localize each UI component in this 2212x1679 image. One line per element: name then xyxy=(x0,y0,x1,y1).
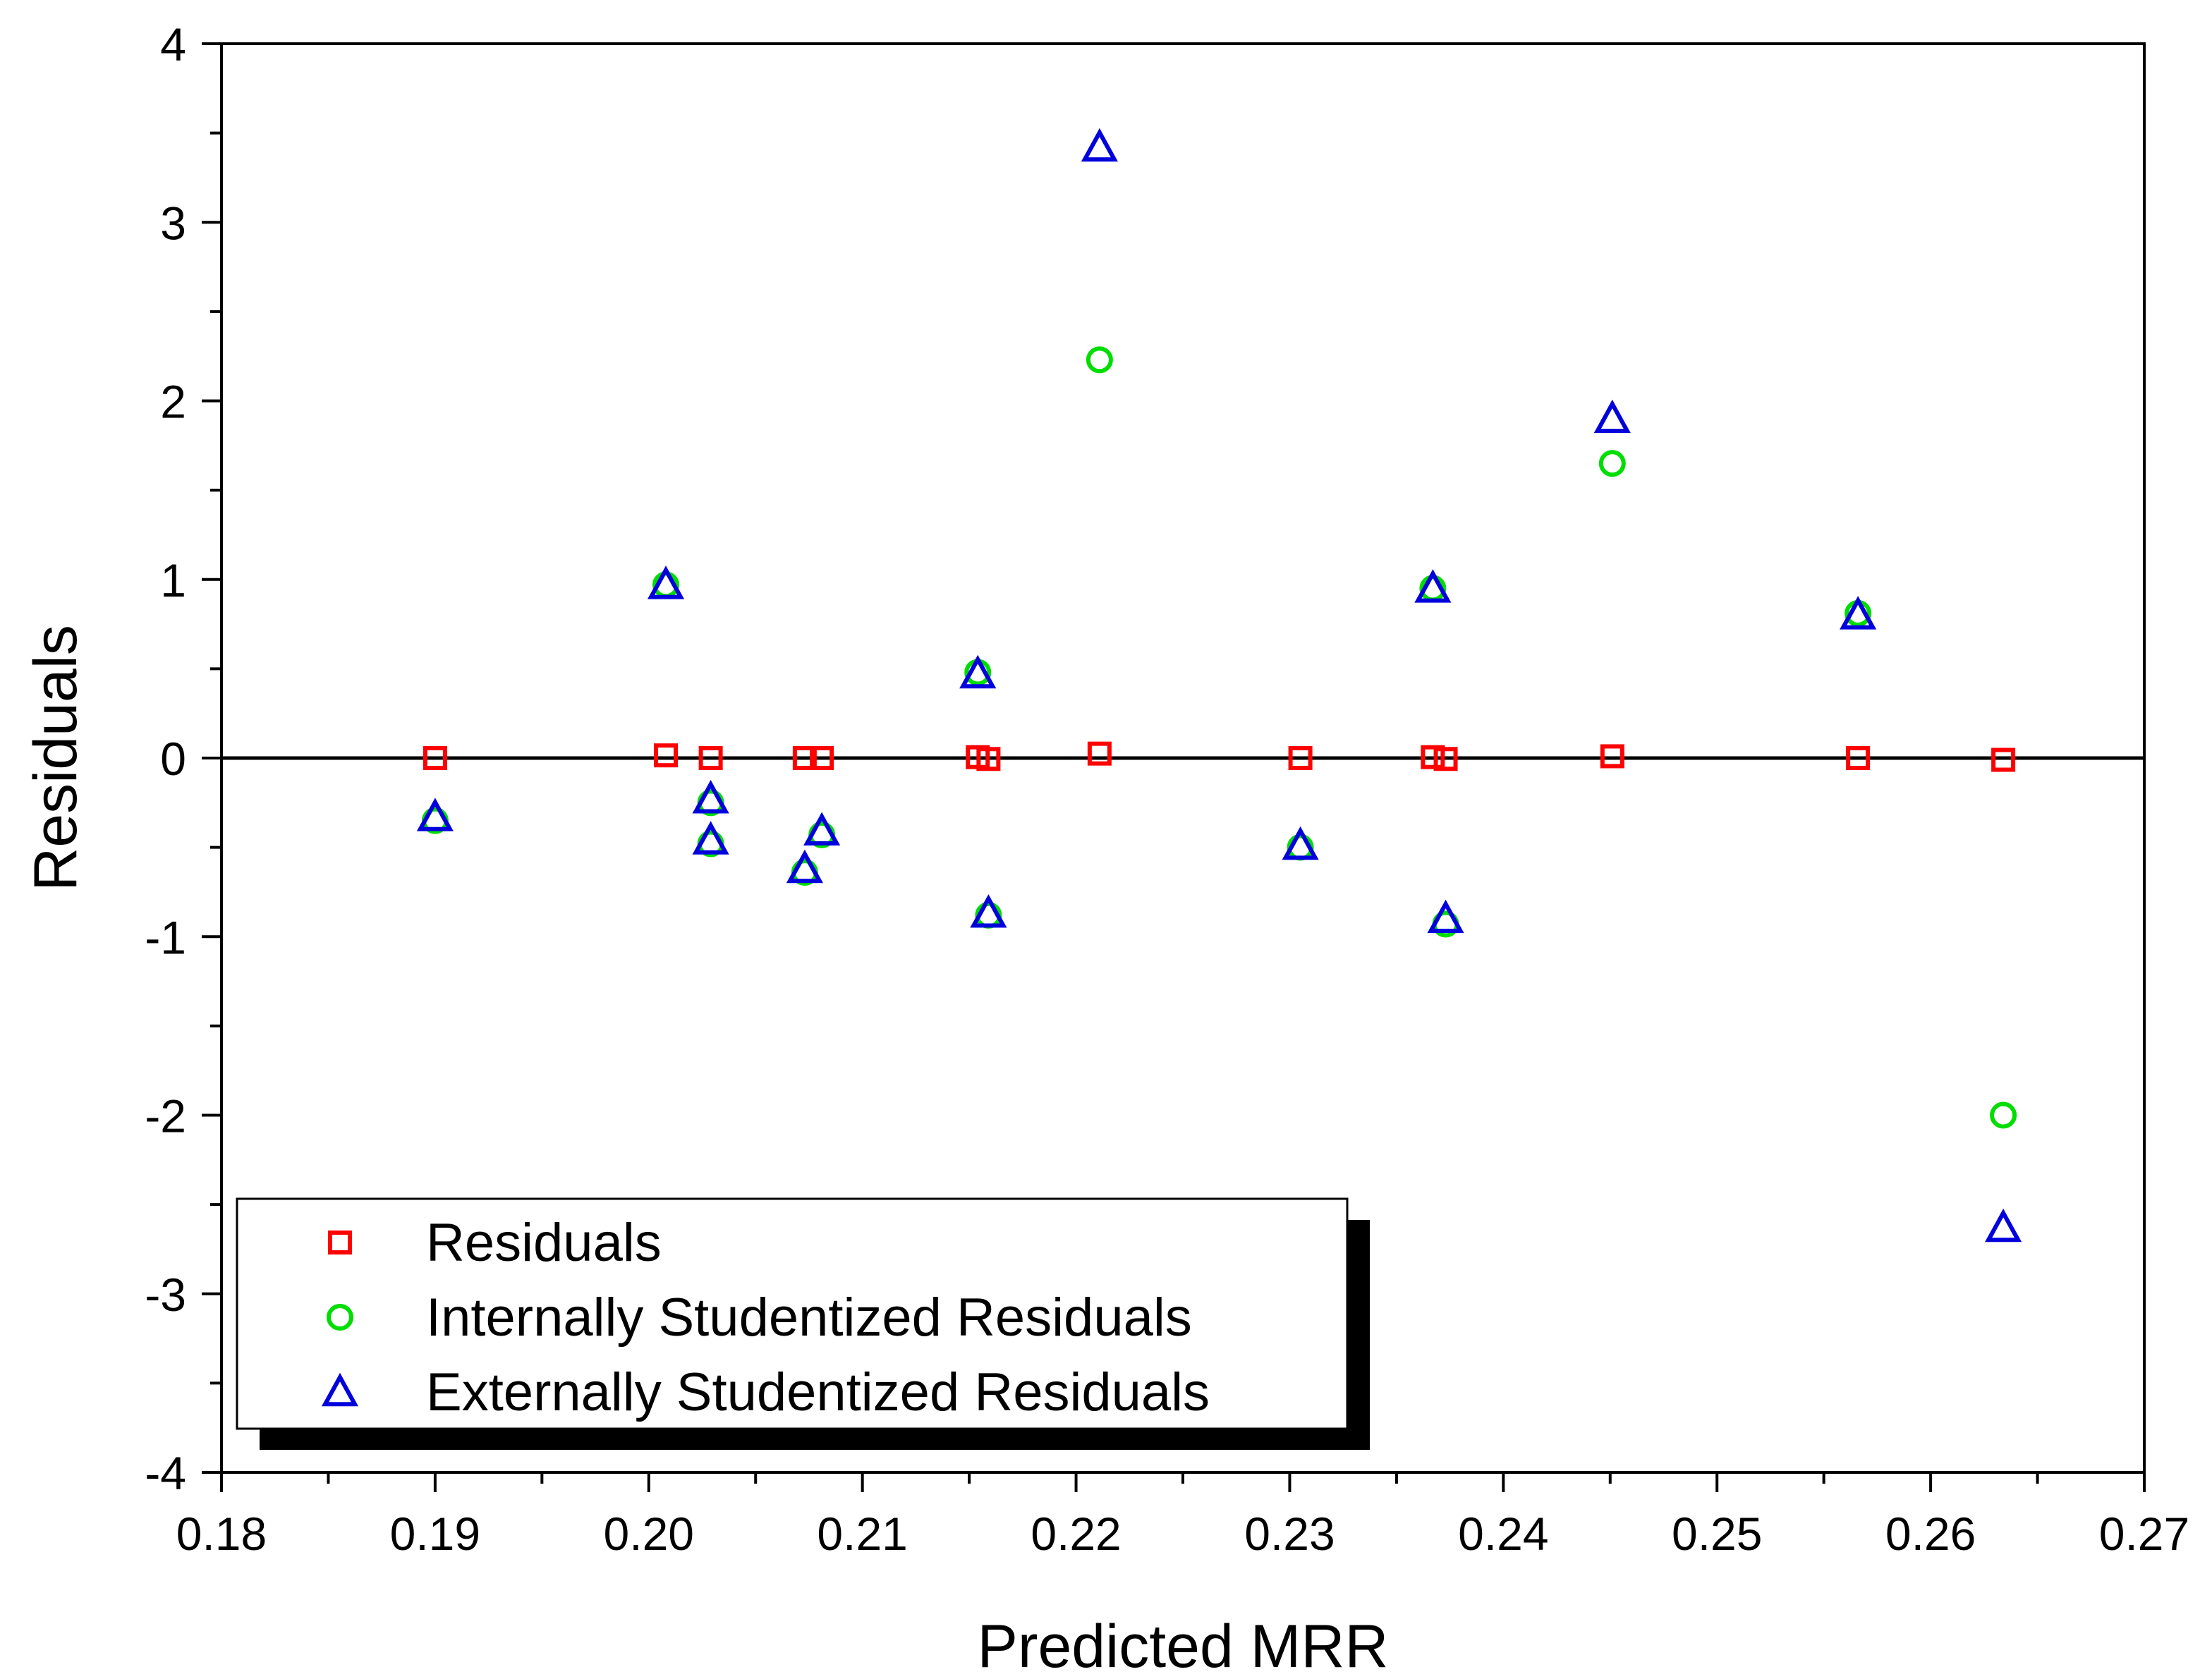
y-tick-label: 4 xyxy=(160,18,186,71)
square-point xyxy=(1846,746,1871,770)
y-tick-label: -4 xyxy=(145,1447,186,1499)
triangle-point xyxy=(1840,596,1877,630)
square-point xyxy=(654,743,679,768)
triangle-point xyxy=(970,894,1007,928)
circle-point xyxy=(1598,450,1626,477)
y-tick-label: -2 xyxy=(145,1090,186,1142)
x-tick-label: 0.24 xyxy=(1458,1508,1548,1560)
legend-marker-triangle xyxy=(321,1372,359,1407)
x-tick-label: 0.20 xyxy=(604,1508,694,1560)
triangle-point xyxy=(1282,826,1319,860)
triangle-point xyxy=(786,849,823,884)
circle-point xyxy=(1086,346,1113,374)
square-point xyxy=(1288,746,1313,770)
y-tick-label: 3 xyxy=(160,197,186,249)
square-point xyxy=(810,746,834,770)
square-point xyxy=(1421,745,1445,769)
series-triangle xyxy=(416,128,2022,1243)
legend-marker-square xyxy=(328,1231,352,1254)
legend-box xyxy=(236,1197,1349,1430)
legend-label: Externally Studentized Residuals xyxy=(426,1362,1210,1422)
triangle-point xyxy=(1593,399,1631,434)
y-axis-title: Residuals xyxy=(22,625,90,891)
y-tick-label: 1 xyxy=(160,554,186,606)
legend-marker-circle xyxy=(327,1304,353,1331)
triangle-point xyxy=(692,780,729,814)
square-point xyxy=(1087,741,1112,766)
square-point xyxy=(1991,747,2016,772)
triangle-point xyxy=(1985,1208,2022,1243)
y-tick-label: -3 xyxy=(145,1269,186,1321)
triangle-point xyxy=(692,821,729,855)
y-tick-label: -1 xyxy=(145,911,186,963)
x-tick-label: 0.21 xyxy=(817,1508,907,1560)
x-tick-label: 0.25 xyxy=(1672,1508,1762,1560)
triangle-point xyxy=(1081,128,1118,162)
y-tick-label: 0 xyxy=(160,733,186,785)
triangle-point xyxy=(1414,569,1452,603)
triangle-point xyxy=(416,798,454,831)
x-tick-label: 0.22 xyxy=(1031,1508,1121,1560)
square-point xyxy=(976,747,1001,771)
x-tick-label: 0.19 xyxy=(390,1508,480,1560)
y-tick-label: 2 xyxy=(160,376,186,428)
legend-label: Residuals xyxy=(426,1213,662,1273)
x-tick-label: 0.18 xyxy=(176,1508,267,1560)
series-circle xyxy=(421,346,2017,1129)
x-tick-label: 0.27 xyxy=(2099,1508,2189,1560)
triangle-point xyxy=(647,566,685,599)
triangle-point xyxy=(959,654,997,689)
triangle-point xyxy=(1427,899,1464,934)
legend-label: Internally Studentized Residuals xyxy=(426,1288,1192,1348)
series-square xyxy=(423,741,2016,772)
square-point xyxy=(792,746,817,770)
x-tick-label: 0.23 xyxy=(1244,1508,1335,1560)
square-point xyxy=(423,746,447,770)
square-point xyxy=(698,746,723,770)
circle-point xyxy=(1990,1101,2017,1129)
x-axis-title: Predicted MRR xyxy=(977,1613,1388,1675)
triangle-point xyxy=(803,812,841,846)
square-point xyxy=(1600,744,1624,769)
x-tick-label: 0.26 xyxy=(1885,1508,1976,1560)
square-point xyxy=(1433,747,1458,771)
